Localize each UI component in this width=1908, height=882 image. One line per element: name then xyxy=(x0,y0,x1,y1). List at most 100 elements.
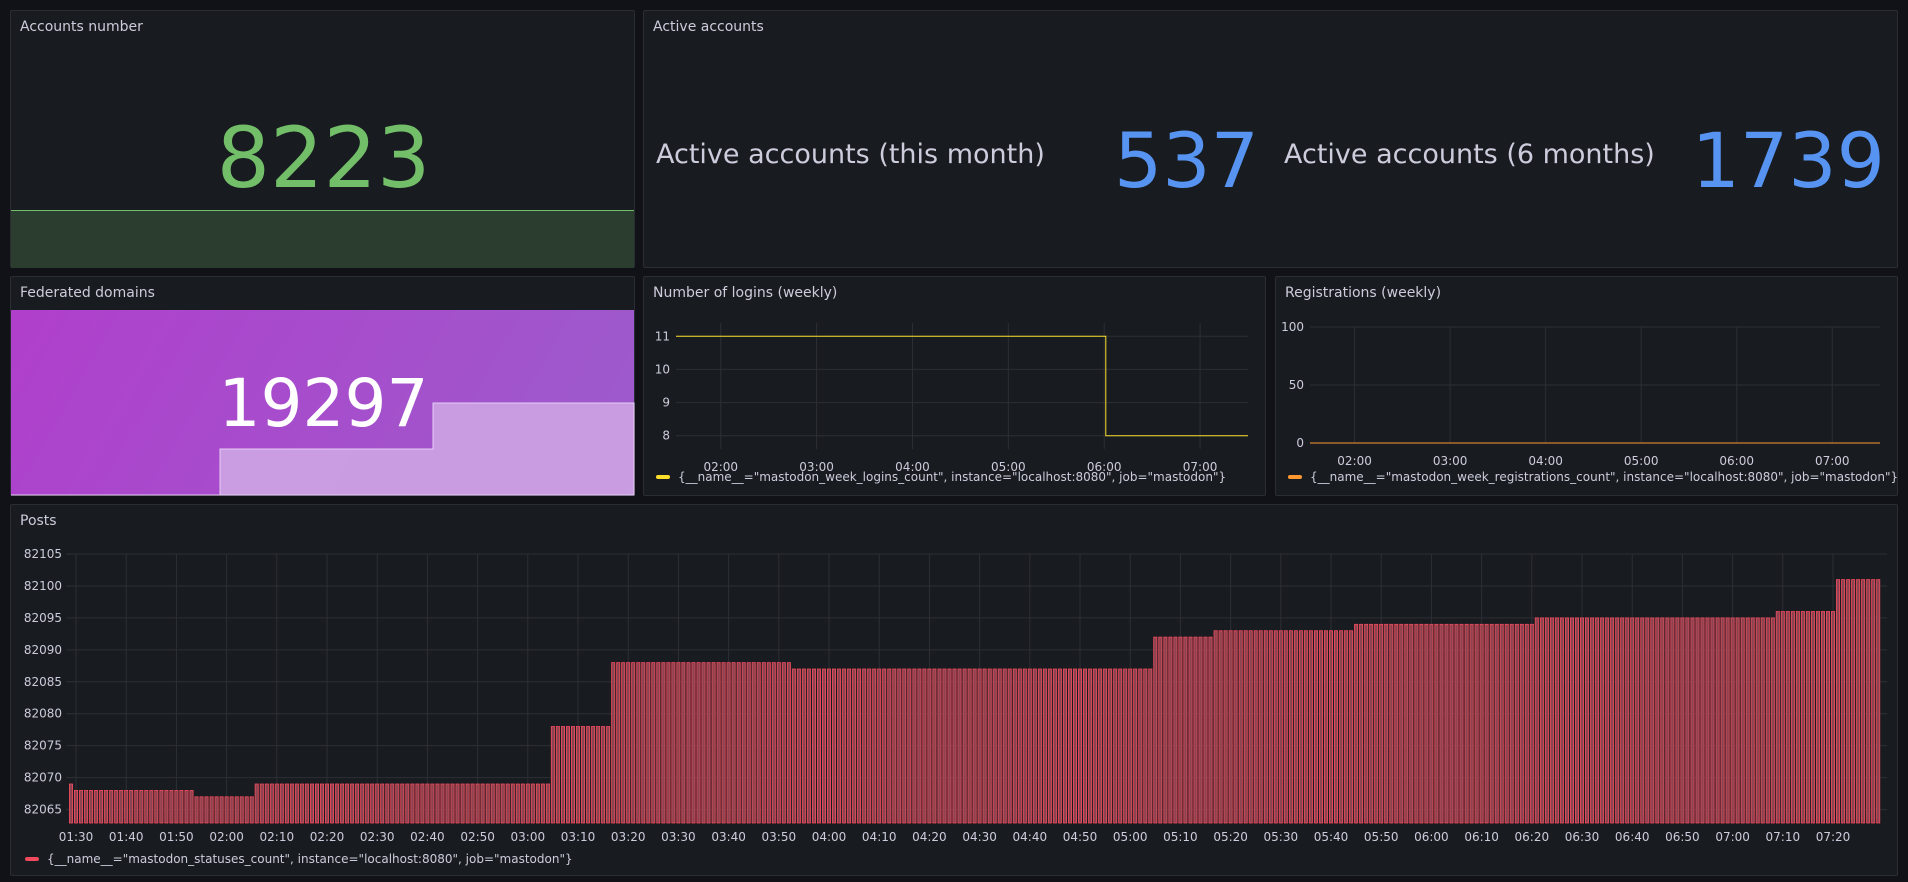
posts-bar xyxy=(174,789,179,824)
x-tick-label: 01:30 xyxy=(59,830,94,844)
posts-bar xyxy=(847,668,852,824)
posts-bar xyxy=(410,783,415,824)
posts-bar xyxy=(1022,668,1027,824)
posts-bar xyxy=(249,796,254,824)
panel-posts: Posts 82105 82100 82095 82090 82085 82080 8207… xyxy=(10,504,1898,876)
posts-bar xyxy=(149,789,154,824)
posts-bar xyxy=(1293,630,1298,824)
posts-bar xyxy=(405,783,410,824)
posts-bar xyxy=(345,783,350,824)
posts-bar xyxy=(1570,617,1575,824)
posts-bar xyxy=(1625,617,1630,824)
posts-bar xyxy=(937,668,942,824)
legend-swatch xyxy=(25,857,39,861)
posts-bar xyxy=(1600,617,1605,824)
posts-bar xyxy=(1404,623,1409,824)
x-tick-label: 03:10 xyxy=(561,830,596,844)
registrations-chart: 100 50 0 02:00 03:00 04:00 05:00 06:00 07:00 xyxy=(1281,320,1880,468)
posts-bar xyxy=(1303,630,1308,824)
x-tick-label: 02:00 xyxy=(209,830,244,844)
posts-bar xyxy=(1394,623,1399,824)
posts-bar xyxy=(947,668,952,824)
posts-bar xyxy=(571,726,576,824)
posts-bar xyxy=(721,662,726,824)
legend-item[interactable]: {__name__="mastodon_week_registrations_c… xyxy=(1288,470,1898,484)
posts-bar xyxy=(294,783,299,824)
y-tick-label: 82065 xyxy=(24,803,62,817)
posts-bar xyxy=(741,662,746,824)
posts-bar xyxy=(1047,668,1052,824)
y-tick-label: 0 xyxy=(1296,436,1304,450)
posts-bar xyxy=(591,726,596,824)
posts-bar xyxy=(1836,579,1841,824)
x-tick-label: 06:00 xyxy=(1719,454,1754,468)
panel-logins-weekly: Number of logins (weekly) 11 10 9 8 02:00 03:… xyxy=(643,276,1266,496)
x-tick-label: 04:50 xyxy=(1063,830,1098,844)
posts-bar xyxy=(1002,668,1007,824)
posts-bar xyxy=(1700,617,1705,824)
posts-bar xyxy=(1866,579,1871,824)
posts-bar xyxy=(1680,617,1685,824)
posts-bar xyxy=(1590,617,1595,824)
y-tick-label: 82100 xyxy=(24,579,62,593)
posts-bar xyxy=(1384,623,1389,824)
posts-bar xyxy=(134,789,139,824)
posts-bar xyxy=(390,783,395,824)
posts-bar xyxy=(1123,668,1128,824)
posts-bar xyxy=(1549,617,1554,824)
x-tick-label: 06:00 xyxy=(1087,460,1122,474)
posts-bar xyxy=(656,662,661,824)
posts-bar xyxy=(460,783,465,824)
y-tick-label: 100 xyxy=(1281,320,1304,334)
posts-bar xyxy=(430,783,435,824)
legend-item[interactable]: {__name__="mastodon_statuses_count", ins… xyxy=(25,852,573,866)
posts-bar xyxy=(1665,617,1670,824)
posts-bar xyxy=(1334,630,1339,824)
posts-bar xyxy=(500,783,505,824)
x-tick-label: 02:30 xyxy=(360,830,395,844)
x-tick-label: 04:20 xyxy=(912,830,947,844)
x-tick-label: 02:40 xyxy=(410,830,445,844)
posts-bar xyxy=(1344,630,1349,824)
x-tick-label: 06:40 xyxy=(1615,830,1650,844)
posts-bars xyxy=(69,579,1881,824)
posts-bar xyxy=(1725,617,1730,824)
posts-bar xyxy=(1620,617,1625,824)
x-tick-label: 05:50 xyxy=(1364,830,1399,844)
posts-bar xyxy=(74,789,79,824)
y-tick-label: 11 xyxy=(655,329,670,343)
posts-bar xyxy=(1469,623,1474,824)
posts-bar xyxy=(1329,630,1334,824)
x-tick-label: 07:10 xyxy=(1766,830,1801,844)
posts-bar xyxy=(314,783,319,824)
posts-bar xyxy=(731,662,736,824)
posts-bar xyxy=(997,668,1002,824)
posts-bar xyxy=(927,668,932,824)
y-tick-label: 82090 xyxy=(24,643,62,657)
active-month-label: Active accounts (this month) xyxy=(656,139,1045,170)
posts-bar xyxy=(967,668,972,824)
legend-item[interactable]: {__name__="mastodon_week_logins_count", … xyxy=(656,470,1226,484)
posts-bar xyxy=(1198,636,1203,824)
posts-bar xyxy=(626,662,631,824)
posts-bar xyxy=(1359,623,1364,824)
x-tick-label: 06:30 xyxy=(1565,830,1600,844)
posts-bar xyxy=(269,783,274,824)
posts-bar xyxy=(1098,668,1103,824)
posts-bar xyxy=(822,668,827,824)
posts-bar xyxy=(1760,617,1765,824)
posts-bar xyxy=(94,789,99,824)
posts-bar xyxy=(1670,617,1675,824)
posts-bar xyxy=(239,796,244,824)
posts-bar xyxy=(992,668,997,824)
y-tick-label: 10 xyxy=(655,362,670,376)
posts-bar xyxy=(1489,623,1494,824)
x-tick-label: 04:40 xyxy=(1013,830,1048,844)
posts-bar xyxy=(1063,668,1068,824)
posts-bar xyxy=(616,662,621,824)
posts-bar xyxy=(209,796,214,824)
x-tick-label: 05:00 xyxy=(991,460,1026,474)
x-tick-label: 02:50 xyxy=(460,830,495,844)
posts-bar xyxy=(375,783,380,824)
posts-bar xyxy=(440,783,445,824)
